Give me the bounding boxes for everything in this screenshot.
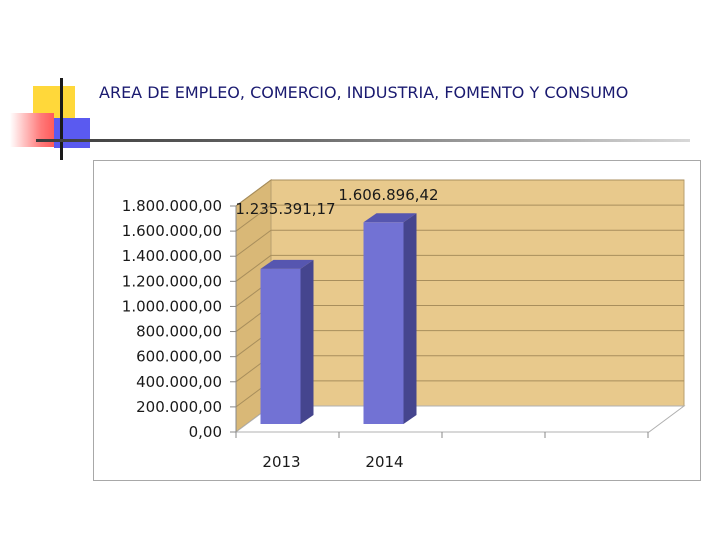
x-axis-categories: 2013 2014 <box>262 453 403 471</box>
y-tick-label: 200.000,00 <box>136 398 222 416</box>
bar-2014 <box>363 222 404 424</box>
y-tick-label: 1.800.000,00 <box>122 197 222 215</box>
y-tick-label: 800.000,00 <box>136 323 222 341</box>
y-tick-label: 1.000.000,00 <box>122 297 222 315</box>
title-underline <box>36 139 690 142</box>
data-label-2014: 1.606.896,42 <box>338 186 438 204</box>
y-tick-label: 1.400.000,00 <box>122 247 222 265</box>
x-category-label: 2014 <box>365 453 403 471</box>
y-tick-label: 1.200.000,00 <box>122 272 222 290</box>
y-tick-label: 0,00 <box>189 423 222 441</box>
bar-top <box>363 213 417 223</box>
corner-vertical-line <box>60 78 63 160</box>
bar-top <box>260 259 314 269</box>
data-label-2013: 1.235.391,17 <box>235 200 335 218</box>
x-category-label: 2013 <box>262 453 300 471</box>
slide-title: AREA DE EMPLEO, COMERCIO, INDUSTRIA, FOM… <box>99 83 629 102</box>
chart-frame: 0,00 200.000,00 400.000,00 600.000,00 800.00… <box>93 160 701 481</box>
chart-floor <box>234 405 686 433</box>
gridline-side <box>235 204 272 232</box>
bars <box>260 213 417 424</box>
bar-side <box>300 259 314 424</box>
gridline-side <box>235 254 272 282</box>
gridline-side <box>235 229 272 257</box>
y-axis-ticks: 0,00 200.000,00 400.000,00 600.000,00 800.00… <box>122 197 649 441</box>
bar-chart: 0,00 200.000,00 400.000,00 600.000,00 800.00… <box>122 179 686 471</box>
chart-back-wall <box>235 179 685 433</box>
bar-2013 <box>260 268 301 424</box>
data-labels: 1.235.391,171.606.896,42 <box>235 186 438 218</box>
floor <box>234 405 686 433</box>
y-tick-label: 400.000,00 <box>136 373 222 391</box>
gridline-side <box>235 179 272 207</box>
y-tick-label: 600.000,00 <box>136 348 222 366</box>
back-wall <box>270 179 685 407</box>
y-tick-label: 1.600.000,00 <box>122 222 222 240</box>
bar-side <box>403 213 417 424</box>
